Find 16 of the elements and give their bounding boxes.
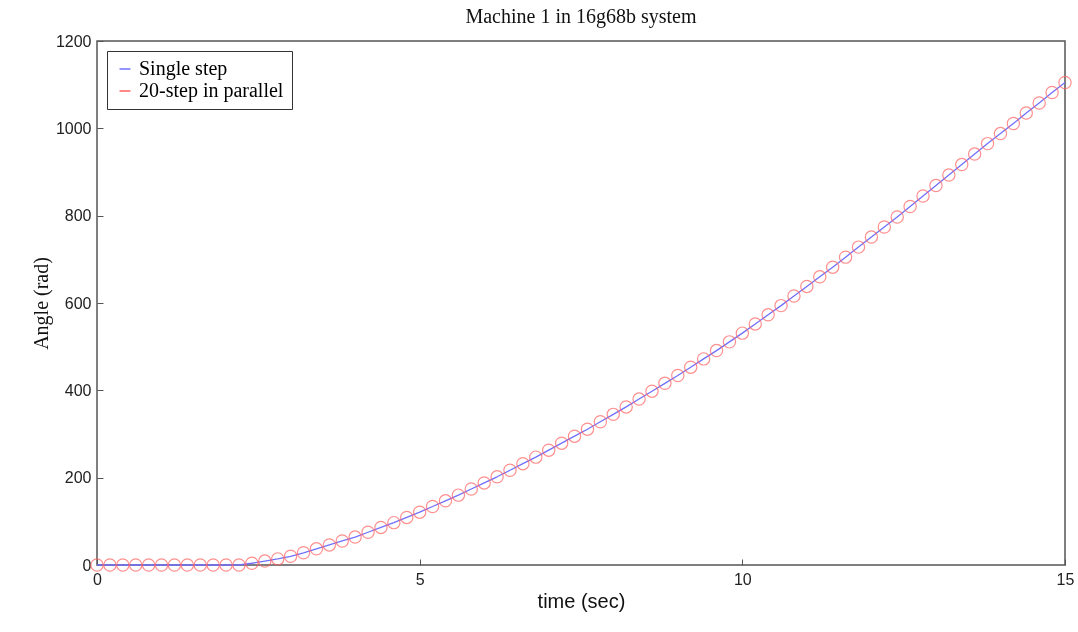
- x-axis-title: time (sec): [537, 589, 626, 612]
- y-tick-label: 1000: [55, 119, 92, 137]
- x-tick-label: 5: [415, 570, 425, 588]
- y-tick-label: 800: [64, 207, 92, 225]
- x-tick-label: 0: [93, 570, 103, 588]
- y-tick-label: 600: [64, 294, 92, 312]
- legend-label: 20-step in parallel: [139, 79, 284, 102]
- y-tick-label: 400: [64, 381, 92, 399]
- x-tick-label: 10: [733, 570, 752, 588]
- y-axis-title: Angle (rad): [29, 257, 53, 350]
- y-tick-label: 1200: [55, 32, 92, 50]
- x-tick-label: 15: [1056, 570, 1075, 588]
- y-tick-label: 200: [64, 469, 92, 487]
- legend-label: Single step: [139, 57, 228, 80]
- y-tick-label: 0: [82, 556, 92, 574]
- chart-title: Machine 1 in 16g68b system: [465, 5, 697, 28]
